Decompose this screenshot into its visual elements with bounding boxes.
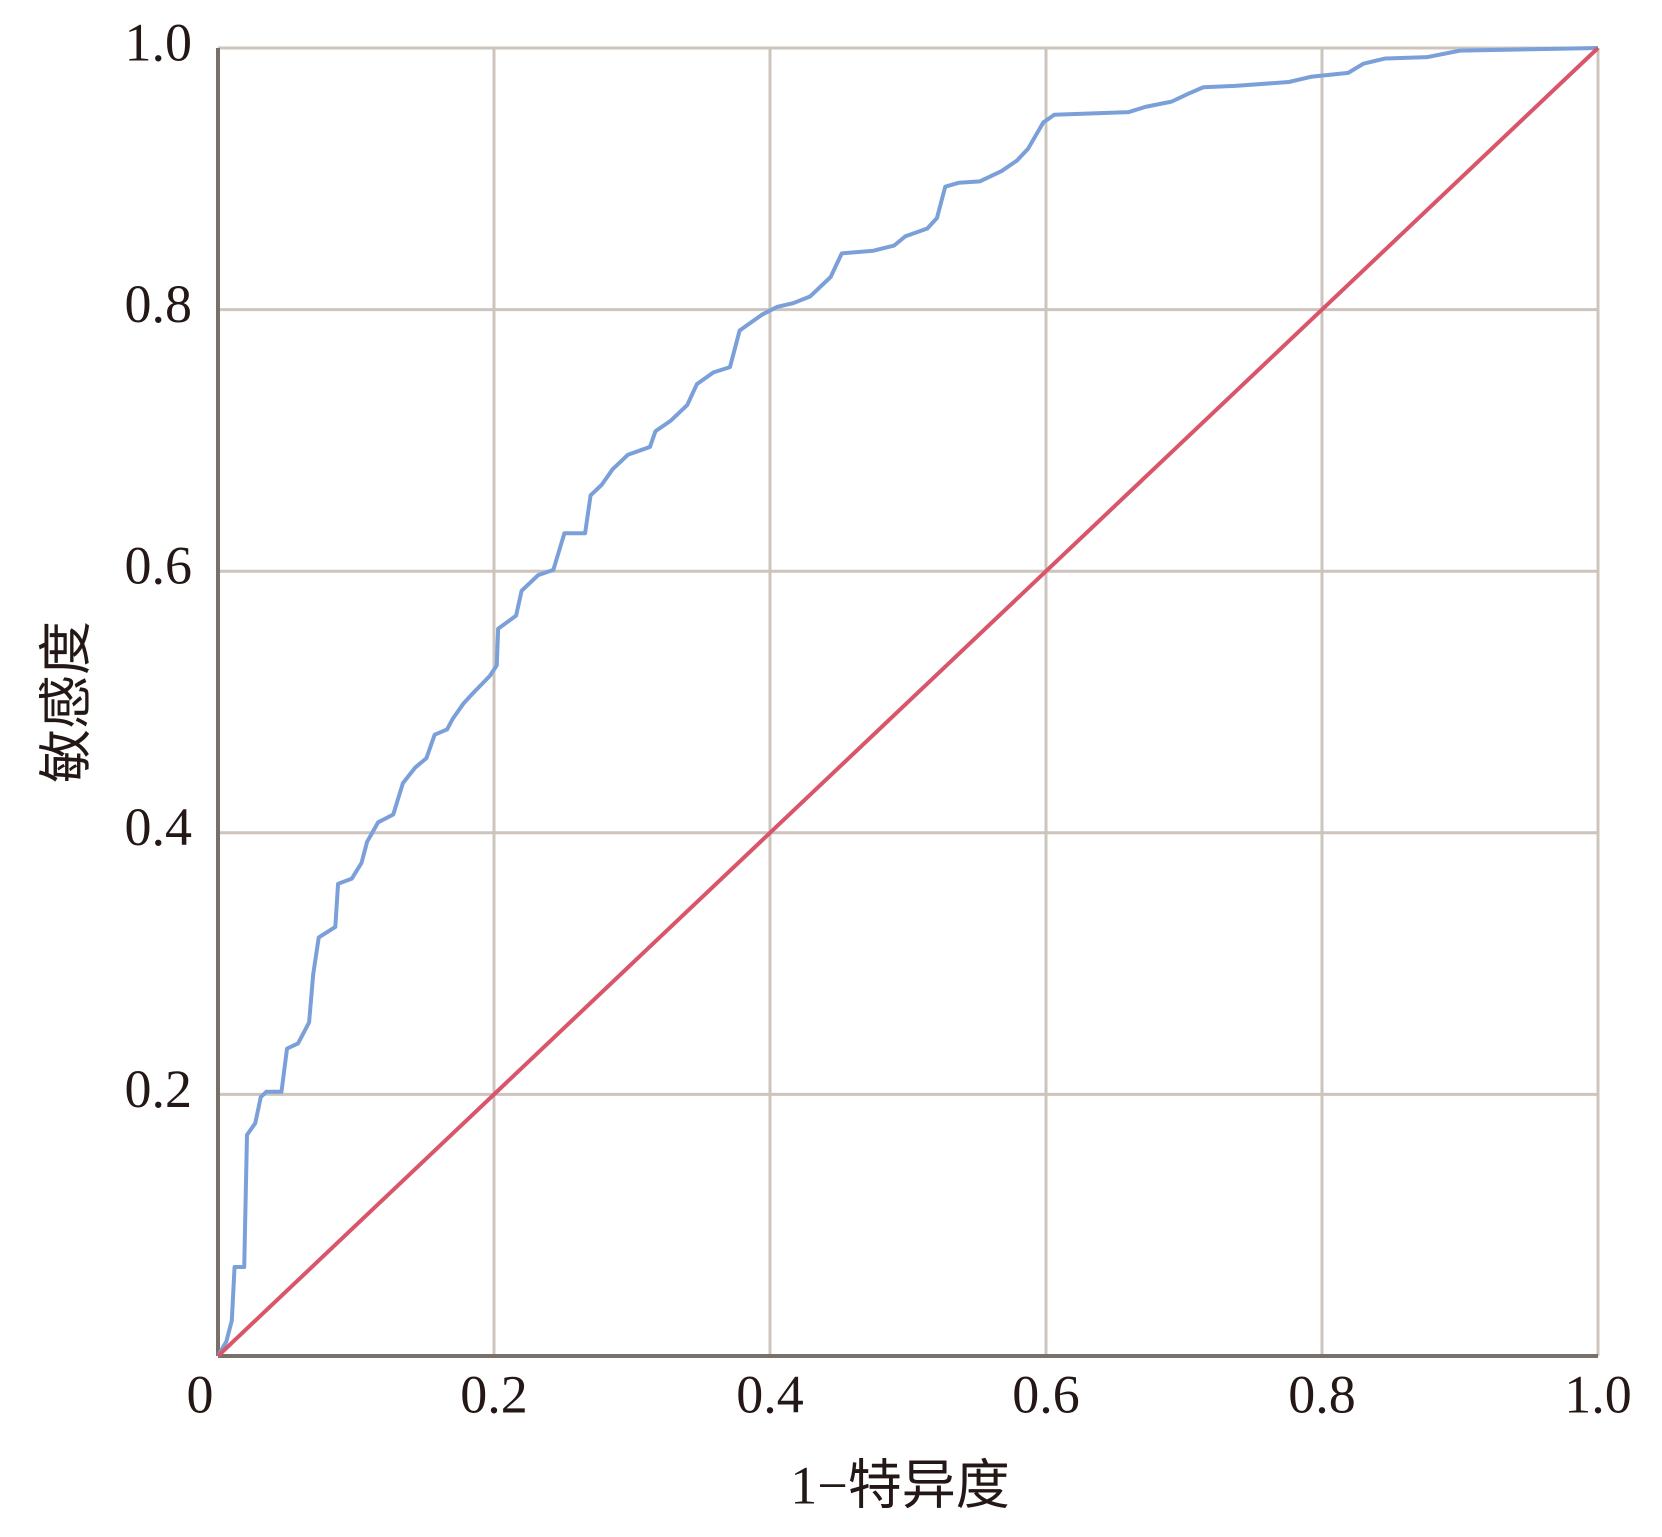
series-line <box>216 46 1600 1358</box>
series-line <box>216 46 1599 1357</box>
y-tick-label: 1.0 <box>125 12 193 72</box>
x-axis-title: 1−特异度 <box>790 1455 1009 1515</box>
x-tick-label: 0.4 <box>736 1364 804 1424</box>
x-tick-label: 0.8 <box>1288 1364 1356 1424</box>
x-tick-label: 0.2 <box>460 1364 528 1424</box>
y-tick-label: 0.6 <box>125 536 193 596</box>
x-tick-label: 1.0 <box>1564 1364 1632 1424</box>
x-tick-label: 0 <box>187 1364 214 1424</box>
y-tick-label: 0.2 <box>125 1059 193 1119</box>
y-tick-label: 0.4 <box>125 797 193 857</box>
x-tick-label: 0.6 <box>1012 1364 1080 1424</box>
y-tick-label: 0.8 <box>125 274 193 334</box>
y-axis-title: 敏感度 <box>36 621 96 783</box>
